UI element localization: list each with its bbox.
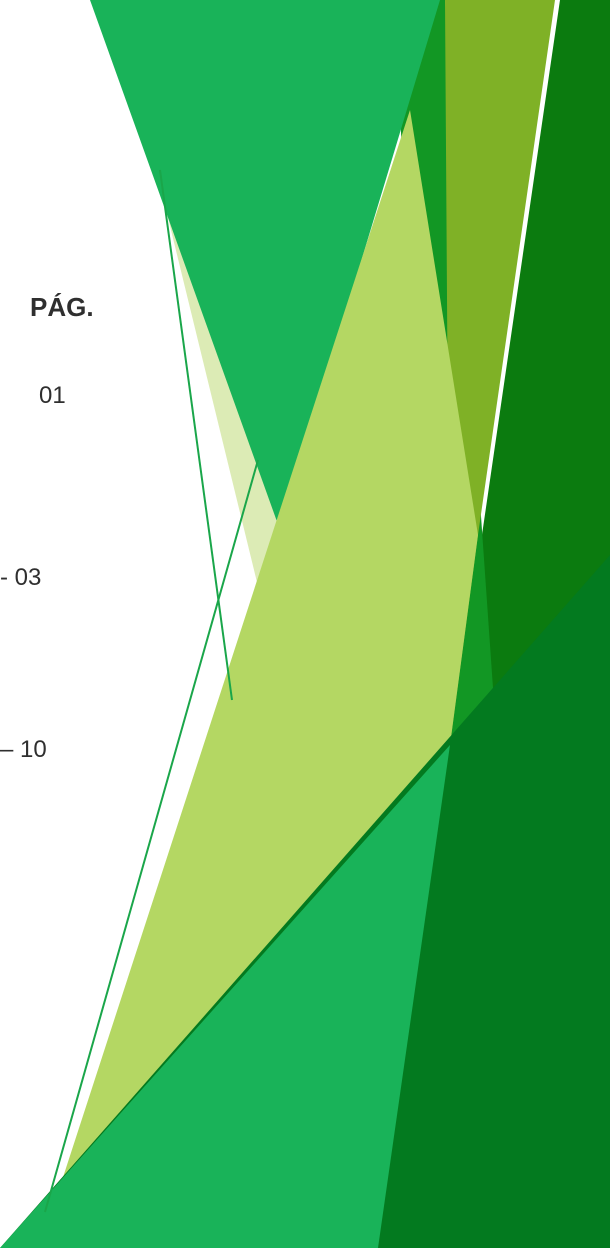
bottom-bright-green-wedge [0, 745, 450, 1248]
toc-page-number: - 03 [0, 564, 42, 591]
decor-line-lower [44, 459, 259, 1213]
light-green-band [40, 110, 478, 1248]
darker-green-triangle [0, 555, 610, 1248]
bright-green-triangle [90, 0, 440, 530]
toc-page-number: 01 [39, 382, 66, 409]
toc-page-number: – 10 [0, 736, 47, 763]
decor-line-upper [159, 169, 233, 701]
toc-page-header: PÁG. [30, 292, 94, 322]
